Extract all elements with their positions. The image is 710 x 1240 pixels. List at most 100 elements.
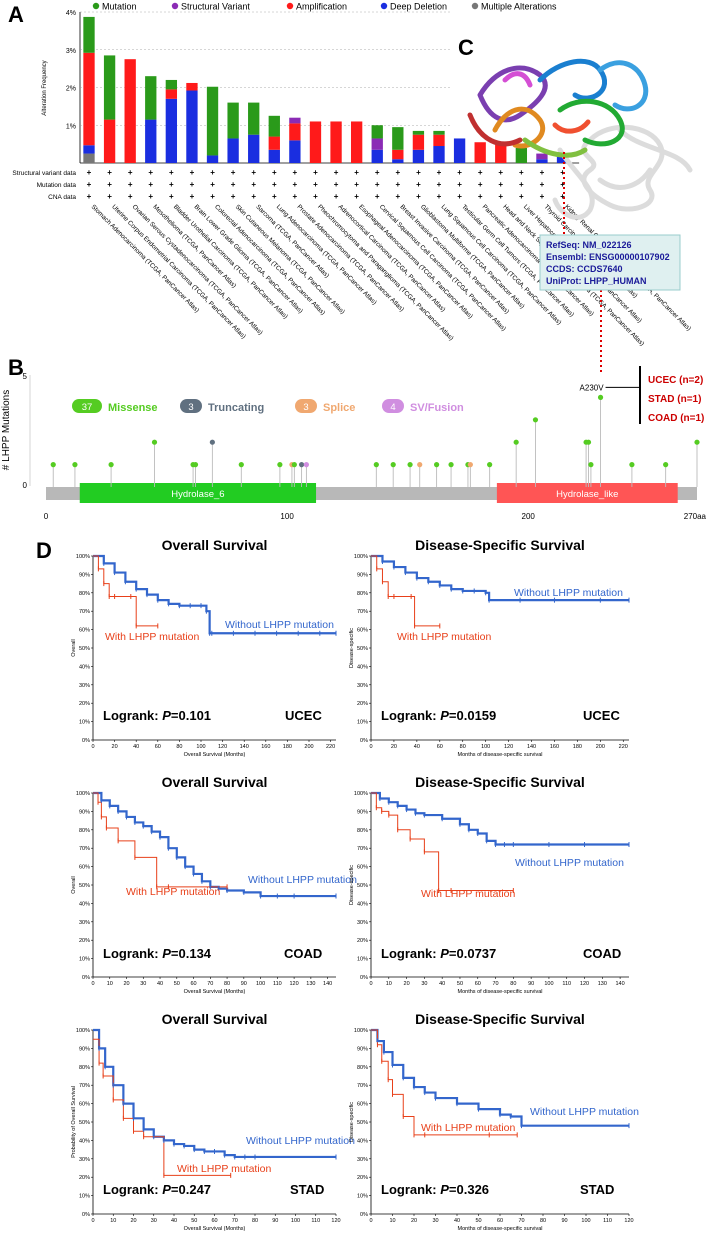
km-y-tick-label: 30% [79, 683, 90, 689]
data-availability-marker: + [210, 180, 215, 189]
data-availability-marker: + [272, 168, 277, 177]
y-tick-label: 1% [66, 123, 76, 130]
km-x-tick-label: 120 [624, 1218, 633, 1224]
data-availability-marker: + [272, 180, 277, 189]
km-label-with: With LHPP mutation [421, 1122, 516, 1134]
legend-count-pill [382, 399, 404, 413]
km-x-tick-label: 40 [133, 744, 139, 750]
bar-segment [83, 52, 95, 146]
km-y-tick-label: 50% [79, 1120, 90, 1126]
km-x-tick-label: 50 [174, 981, 180, 987]
km-x-tick-label: 140 [240, 744, 249, 750]
bar-segment [227, 102, 239, 139]
data-availability-marker: + [540, 192, 545, 201]
lollipop-head [467, 462, 473, 468]
legend-label: Missense [108, 402, 158, 414]
bar-segment [268, 115, 280, 137]
data-availability-marker: + [416, 180, 421, 189]
km-logrank-p: P [162, 708, 171, 723]
km-x-tick-label: 30 [432, 1218, 438, 1224]
km-x-tick-label: 220 [619, 744, 628, 750]
bar-segment [309, 121, 322, 163]
km-x-tick-label: 80 [224, 981, 230, 987]
km-x-tick-label: 70 [232, 1218, 238, 1224]
bar-segment [165, 89, 178, 99]
lollipop-head [448, 462, 454, 468]
data-availability-marker: + [87, 168, 92, 177]
data-availability-marker: + [169, 168, 174, 177]
y-tick-label: 2% [66, 86, 76, 93]
km-y-tick-label: 100% [76, 1028, 90, 1034]
km-logrank-value: =0.326 [449, 1182, 489, 1197]
km-logrank-prefix: Logrank: [103, 708, 162, 723]
km-logrank: Logrank: P=0.101 [103, 708, 211, 723]
legend-label: SV/Fusion [410, 402, 464, 414]
km-y-tick-label: 40% [79, 901, 90, 907]
lollipop-head [151, 439, 158, 445]
lollipop-head [417, 462, 423, 468]
panel-letter-d: D [36, 538, 52, 563]
km-y-tick-label: 60% [79, 865, 90, 871]
legend-marker [92, 2, 100, 10]
km-cancer-label: UCEC [583, 708, 620, 723]
km-y-tick-label: 30% [79, 920, 90, 926]
km-label-without: Without LHPP mutation [248, 874, 357, 886]
km-x-tick-label: 10 [107, 981, 113, 987]
legend-count: 3 [188, 402, 193, 413]
km-x-tick-label: 200 [304, 744, 313, 750]
km-title: Disease-Specific Survival [415, 774, 585, 790]
km-y-tick-label: 80% [79, 591, 90, 597]
km-x-tick-label: 50 [191, 1218, 197, 1224]
km-cancer-label: UCEC [285, 708, 322, 723]
km-y-tick-label: 70% [357, 609, 368, 615]
data-availability-marker: + [251, 168, 256, 177]
km-logrank-value: =0.0159 [449, 708, 496, 723]
km-logrank-p: P [162, 946, 171, 961]
data-availability-marker: + [560, 180, 565, 189]
km-x-tick-label: 60 [190, 981, 196, 987]
data-availability-marker: + [457, 192, 462, 201]
km-y-tick-label: 80% [357, 1065, 368, 1071]
km-x-tick-label: 140 [616, 981, 625, 987]
km-curve-with [93, 792, 228, 888]
data-availability-marker: + [107, 168, 112, 177]
data-availability-marker: + [87, 192, 92, 201]
protein-domain [79, 483, 317, 503]
protein-structure: RefSeq: NM_022126 Ensembl: ENSG000001079… [467, 58, 693, 372]
km-x-tick-label: 140 [527, 744, 536, 750]
lollipop-head [585, 439, 592, 445]
km-y-tick-label: 20% [79, 701, 90, 707]
data-availability-marker: + [498, 180, 503, 189]
bar-segment [392, 127, 404, 150]
km-x-tick-label: 100 [291, 1218, 300, 1224]
km-x-tick-label: 130 [306, 981, 315, 987]
data-availability-marker: + [313, 192, 318, 201]
data-availability-marker: + [128, 192, 133, 201]
lollipop-head [108, 462, 114, 468]
km-y-tick-label: 50% [357, 1120, 368, 1126]
lollipop-head [192, 462, 199, 468]
legend-label: Splice [323, 402, 355, 414]
km-x-tick-label: 10 [389, 1218, 395, 1224]
km-y-tick-label: 20% [79, 1175, 90, 1181]
data-availability-marker: + [478, 180, 483, 189]
bar-segment [248, 134, 260, 163]
data-availability-marker: + [190, 192, 195, 201]
lollipop-head [532, 417, 539, 423]
data-availability-marker: + [210, 168, 215, 177]
legend-label: Deep Deletion [390, 2, 447, 12]
data-availability-marker: + [231, 180, 236, 189]
km-y-tick-label: 10% [357, 1194, 368, 1200]
panel-letter-b: B [8, 355, 24, 380]
km-x-tick-label: 90 [528, 981, 534, 987]
data-availability-marker: + [148, 180, 153, 189]
km-x-tick-label: 40 [171, 1218, 177, 1224]
bar-segment [536, 159, 548, 163]
km-x-tick-label: 30 [140, 981, 146, 987]
km-label-with: With LHPP mutation [397, 631, 492, 643]
km-x-tick-label: 140 [323, 981, 332, 987]
x-tick-label: 100 [280, 512, 294, 521]
data-availability-marker: + [107, 192, 112, 201]
km-label-with: With LHPP mutation [105, 631, 200, 643]
km-logrank: Logrank: P=0.0737 [381, 946, 496, 961]
